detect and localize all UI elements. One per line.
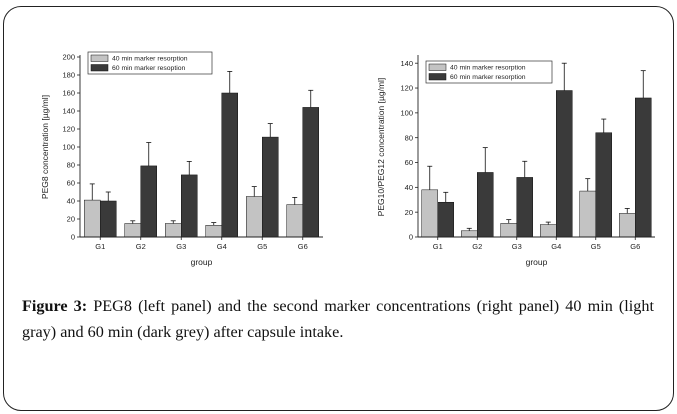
caption-text: PEG8 (left panel) and the second marker … — [22, 297, 654, 341]
bar-40min-G6 — [619, 213, 636, 238]
legend-label-40min: 40 min marker resorption — [450, 65, 526, 72]
legend-swatch-60min — [90, 64, 109, 72]
bar-40min-G1 — [421, 189, 438, 238]
x-tick-label-G4: G4 — [217, 242, 227, 251]
x-tick-label-G5: G5 — [257, 242, 267, 251]
legend-swatch-40min — [90, 54, 109, 62]
y-axis-title: PEG8 concentration [µg/ml] — [40, 95, 50, 199]
x-tick-label-G3: G3 — [512, 242, 522, 251]
x-tick-label-G5: G5 — [591, 242, 601, 251]
legend: 40 min marker resorption 60 min marker re… — [87, 51, 213, 75]
legend-label-60min: 60 min marker resorption — [450, 74, 526, 81]
bar-60min-G2 — [477, 172, 494, 238]
x-tick-label-G6: G6 — [630, 242, 640, 251]
y-tick-label: 180 — [62, 71, 75, 80]
y-tick-label: 80 — [67, 161, 75, 170]
y-tick-label: 0 — [71, 233, 75, 242]
y-tick-label: 80 — [405, 133, 413, 142]
y-tick-label: 100 — [400, 108, 413, 117]
legend-swatch-40min — [428, 63, 447, 71]
y-axis-title: PEG10/PEG12 concentration [µg/ml] — [376, 78, 386, 217]
y-tick-label: 120 — [62, 125, 75, 134]
y-tick-label: 140 — [400, 59, 413, 68]
x-tick-label-G1: G1 — [433, 242, 443, 251]
y-tick-label: 0 — [409, 233, 413, 242]
y-tick-label: 140 — [62, 107, 75, 116]
y-tick-label: 120 — [400, 84, 413, 93]
bar-60min-G4 — [556, 90, 573, 238]
y-tick-label: 40 — [67, 197, 75, 206]
y-tick-label: 20 — [405, 208, 413, 217]
y-tick-label: 60 — [67, 179, 75, 188]
figure-caption: Figure 3: PEG8 (left panel) and the seco… — [22, 294, 654, 345]
x-tick-label-G2: G2 — [136, 242, 146, 251]
x-tick-label-G3: G3 — [176, 242, 186, 251]
y-tick-label: 20 — [67, 215, 75, 224]
x-tick-label-G1: G1 — [95, 242, 105, 251]
legend-swatch-60min — [428, 73, 447, 81]
legend-label-40min: 40 min marker resorption — [112, 56, 188, 63]
y-tick-label: 40 — [405, 183, 413, 192]
caption-label: Figure 3: — [22, 297, 88, 315]
x-axis-title: group — [526, 257, 548, 267]
y-tick-label: 60 — [405, 158, 413, 167]
legend-frame — [87, 51, 213, 75]
legend-frame — [425, 60, 553, 84]
bar-40min-G3 — [500, 223, 517, 238]
y-tick-label: 100 — [62, 143, 75, 152]
x-tick-label-G2: G2 — [472, 242, 482, 251]
bar-40min-G4 — [540, 224, 557, 238]
y-tick-label: 160 — [62, 89, 75, 98]
legend: 40 min marker resorption 60 min marker re… — [425, 60, 553, 84]
legend-label-60min: 60 min marker resoption — [112, 65, 186, 72]
x-tick-label-G6: G6 — [298, 242, 308, 251]
x-tick-label-G4: G4 — [551, 242, 561, 251]
bar-60min-G3 — [516, 177, 533, 238]
bar-60min-G1 — [437, 201, 454, 238]
bar-40min-G5 — [579, 190, 596, 238]
y-tick-label: 200 — [62, 53, 75, 62]
bar-60min-G5 — [595, 132, 612, 238]
x-axis-title: group — [191, 257, 213, 267]
bar-60min-G6 — [635, 97, 652, 238]
bar-40min-G2 — [461, 230, 478, 238]
